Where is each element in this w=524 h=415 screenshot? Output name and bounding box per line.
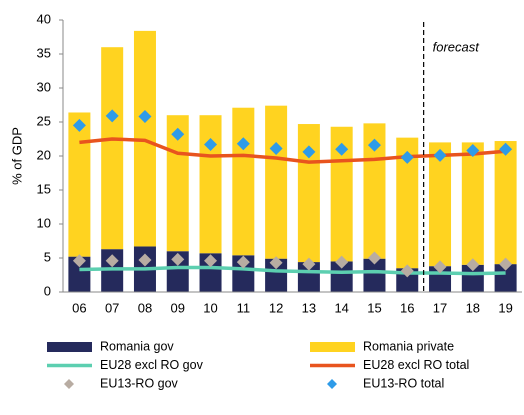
y-tick-label: 30 xyxy=(37,79,51,94)
bar-segment xyxy=(429,142,452,267)
bar-segment xyxy=(330,261,353,292)
legend-label: EU28 excl RO gov xyxy=(100,358,204,372)
bar-segment xyxy=(166,251,189,292)
diamond-marker xyxy=(269,142,283,156)
diamond-marker xyxy=(367,251,381,265)
y-tick-label: 15 xyxy=(37,181,51,196)
bar-segment xyxy=(265,105,288,259)
diamond-marker xyxy=(466,144,480,158)
y-tick-label: 5 xyxy=(44,249,51,264)
diamond-marker xyxy=(236,137,250,151)
line xyxy=(79,265,506,276)
diamond-marker xyxy=(400,264,414,278)
diamond-marker xyxy=(171,252,185,266)
y-tick-label: 35 xyxy=(37,45,51,60)
diamond-marker xyxy=(400,150,414,164)
bar-segment xyxy=(166,115,189,252)
legend-label: EU13-RO total xyxy=(363,376,444,390)
diamond-marker xyxy=(466,258,480,272)
y-tick-label: 20 xyxy=(37,147,51,162)
diamond-marker xyxy=(335,142,349,156)
x-tick-label: 17 xyxy=(433,300,447,315)
bar-segment xyxy=(297,262,320,292)
y-tick-label: 25 xyxy=(37,113,51,128)
bar-segment xyxy=(494,141,517,265)
legend-label: Romania gov xyxy=(100,339,174,353)
diamond-marker xyxy=(138,110,152,124)
bar-segment xyxy=(68,256,91,292)
bar-segment xyxy=(461,142,484,265)
diamond-marker xyxy=(138,253,152,267)
diamond-marker xyxy=(72,118,86,132)
diamond-marker xyxy=(499,257,513,271)
diamond-marker xyxy=(302,257,316,271)
x-tick-label: 10 xyxy=(203,300,217,315)
y-tick-label: 10 xyxy=(37,215,51,230)
diamond-marker xyxy=(335,255,349,269)
x-tick-label: 15 xyxy=(367,300,381,315)
diamond-marker xyxy=(204,254,218,268)
bar-segment xyxy=(232,107,255,256)
x-tick-label: 19 xyxy=(498,300,512,315)
diamond-marker xyxy=(171,127,185,141)
diamond-marker xyxy=(105,109,119,123)
x-tick-label: 06 xyxy=(72,300,86,315)
x-tick-label: 09 xyxy=(171,300,185,315)
diamond-marker xyxy=(367,138,381,152)
diamond-marker xyxy=(105,254,119,268)
y-axis-label: % of GDP xyxy=(9,127,24,185)
forecast-annotation: forecast xyxy=(433,39,481,54)
legend-label: Romania private xyxy=(363,339,454,353)
legend-swatch xyxy=(327,379,337,389)
diamond-marker xyxy=(499,142,513,156)
bar-segment xyxy=(101,47,124,250)
x-tick-label: 08 xyxy=(138,300,152,315)
y-tick-label: 0 xyxy=(44,283,51,298)
bar-segment xyxy=(494,264,517,292)
bar-segment xyxy=(461,264,484,292)
diamond-marker xyxy=(72,254,86,268)
bar-segment xyxy=(297,124,320,263)
bar-segment xyxy=(396,137,419,269)
x-tick-label: 12 xyxy=(269,300,283,315)
diamond-marker xyxy=(433,260,447,274)
legend-swatch xyxy=(47,342,92,352)
bar-segment xyxy=(199,115,222,254)
diamond-marker xyxy=(433,148,447,162)
diamond-marker xyxy=(269,256,283,270)
bar-segment xyxy=(199,253,222,292)
x-tick-label: 11 xyxy=(237,300,251,315)
x-tick-label: 13 xyxy=(302,300,316,315)
x-tick-label: 18 xyxy=(466,300,480,315)
x-tick-label: 14 xyxy=(334,300,348,315)
x-tick-label: 07 xyxy=(105,300,119,315)
diamond-marker xyxy=(204,137,218,151)
y-tick-label: 40 xyxy=(37,11,51,26)
bar-segment xyxy=(232,255,255,292)
diamond-marker xyxy=(236,255,250,269)
legend-swatch xyxy=(310,342,355,352)
bar-segment xyxy=(363,258,386,292)
legend-label: EU28 excl RO total xyxy=(363,358,469,372)
bar-segment xyxy=(265,258,288,292)
bar-segment xyxy=(68,112,91,257)
diamond-marker xyxy=(302,145,316,159)
legend-label: EU13-RO gov xyxy=(100,376,179,390)
legend-swatch xyxy=(64,379,74,389)
x-tick-label: 16 xyxy=(400,300,414,315)
